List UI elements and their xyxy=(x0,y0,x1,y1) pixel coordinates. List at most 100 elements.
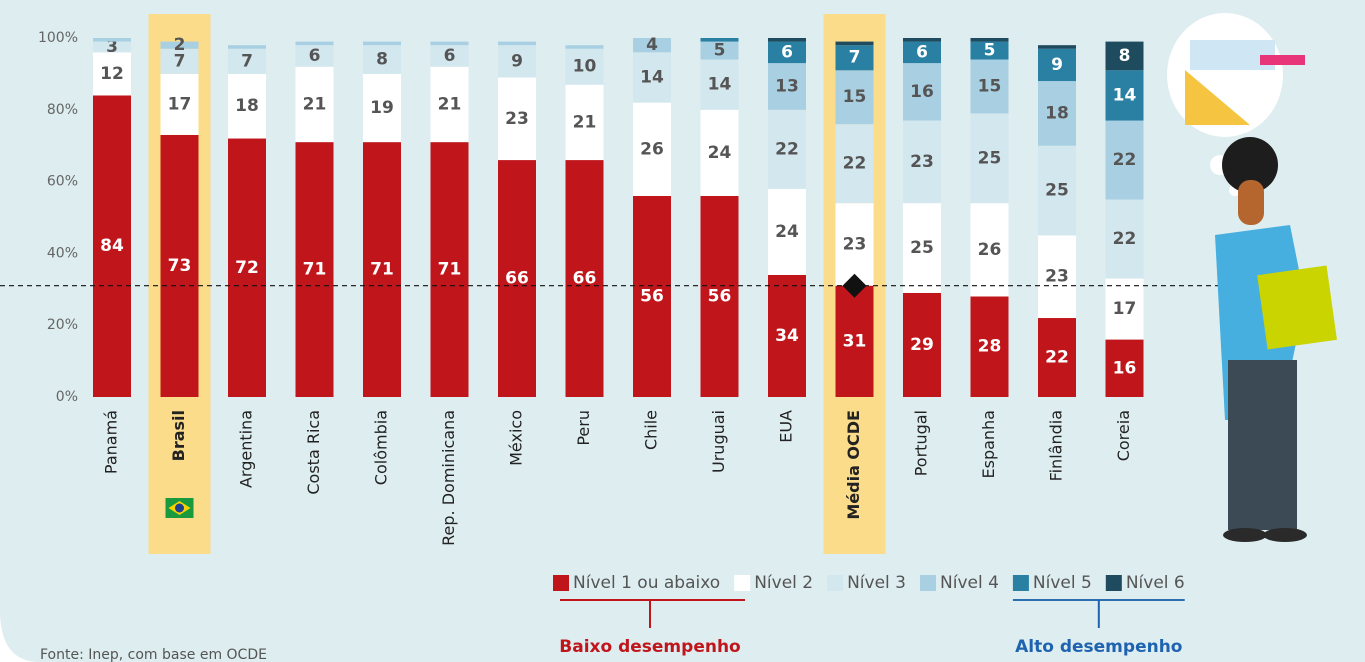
x-tick-label: EUA xyxy=(777,410,796,443)
data-label: 29 xyxy=(910,335,934,355)
bar-segment xyxy=(431,42,469,46)
x-tick-label: Finlândia xyxy=(1047,410,1066,481)
x-tick-label: Brasil xyxy=(169,410,188,461)
data-label: 22 xyxy=(775,139,799,159)
data-label: 21 xyxy=(303,94,327,114)
x-tick-label: Rep. Dominicana xyxy=(439,410,458,546)
data-label: 10 xyxy=(573,57,597,77)
y-tick-label: 80% xyxy=(47,102,78,118)
legend-swatch xyxy=(827,575,843,591)
source-note: Fonte: Inep, com base em OCDE xyxy=(40,647,267,662)
data-label: 5 xyxy=(984,41,996,61)
data-label: 17 xyxy=(1113,299,1137,319)
data-label: 21 xyxy=(573,112,597,132)
data-label: 19 xyxy=(370,98,394,118)
legend-swatch xyxy=(1013,575,1029,591)
data-label: 18 xyxy=(1045,103,1069,123)
data-label: 23 xyxy=(1045,267,1069,287)
x-tick-label: Colômbia xyxy=(372,410,391,485)
bar-segment xyxy=(768,38,806,42)
data-label: 15 xyxy=(978,76,1002,96)
data-label: 6 xyxy=(444,46,456,66)
flag xyxy=(175,504,184,513)
x-tick-label: Peru xyxy=(574,410,593,446)
legend-label: Nível 1 ou abaixo xyxy=(573,573,720,593)
data-label: 24 xyxy=(708,143,732,163)
legend-label: Nível 3 xyxy=(847,573,906,593)
data-label: 23 xyxy=(843,234,867,254)
legend-swatch xyxy=(1106,575,1122,591)
legend-swatch xyxy=(920,575,936,591)
data-label: 8 xyxy=(1119,46,1131,66)
x-tick-label: Portugal xyxy=(912,410,931,476)
data-label: 31 xyxy=(843,331,867,351)
bar-segment xyxy=(903,38,941,42)
x-tick-label: México xyxy=(507,410,526,466)
data-label: 22 xyxy=(1045,348,1069,368)
data-label: 56 xyxy=(708,286,732,306)
data-label: 56 xyxy=(640,286,664,306)
data-label: 5 xyxy=(714,41,726,61)
x-tick-label: Coreia xyxy=(1114,410,1133,461)
x-tick-label: Panamá xyxy=(102,410,121,474)
data-label: 9 xyxy=(511,51,523,71)
bar-segment xyxy=(701,38,739,42)
data-label: 21 xyxy=(438,94,462,114)
bar-segment xyxy=(971,38,1009,42)
data-label: 2 xyxy=(174,35,186,55)
legend-label: Nível 6 xyxy=(1126,573,1185,593)
data-label: 16 xyxy=(1113,358,1137,378)
data-label: 23 xyxy=(505,109,529,129)
data-label: 24 xyxy=(775,222,799,242)
data-label: 14 xyxy=(708,75,732,95)
data-label: 6 xyxy=(916,42,928,62)
data-label: 73 xyxy=(168,256,192,276)
data-label: 34 xyxy=(775,326,799,346)
bar-segment xyxy=(296,42,334,46)
data-label: 6 xyxy=(781,42,793,62)
data-label: 12 xyxy=(100,64,124,84)
x-tick-label: Chile xyxy=(642,410,661,450)
legend-swatch xyxy=(553,575,569,591)
data-label: 7 xyxy=(849,48,861,68)
data-label: 15 xyxy=(843,87,867,107)
group-label: Baixo desempenho xyxy=(559,637,740,657)
data-label: 4 xyxy=(646,35,658,55)
data-label: 25 xyxy=(910,238,934,258)
data-label: 71 xyxy=(438,260,462,280)
y-tick-label: 60% xyxy=(47,174,78,190)
x-tick-label: Média OCDE xyxy=(844,410,863,520)
y-tick-label: 100% xyxy=(38,30,78,46)
legend-label: Nível 5 xyxy=(1033,573,1092,593)
legend-swatch xyxy=(734,575,750,591)
x-tick-label: Argentina xyxy=(237,410,256,488)
bar-segment xyxy=(363,42,401,46)
y-tick-label: 40% xyxy=(47,245,78,261)
x-tick-label: Espanha xyxy=(979,410,998,479)
bar-segment xyxy=(498,42,536,46)
data-label: 18 xyxy=(235,96,259,116)
data-label: 17 xyxy=(168,94,192,114)
data-label: 8 xyxy=(376,50,388,70)
data-label: 14 xyxy=(640,67,664,87)
bar-segment xyxy=(566,45,604,49)
data-label: 26 xyxy=(978,240,1002,260)
bar-segment xyxy=(1038,45,1076,49)
data-label: 84 xyxy=(100,236,124,256)
data-label: 25 xyxy=(978,148,1002,168)
data-label: 25 xyxy=(1045,181,1069,201)
y-tick-label: 0% xyxy=(56,389,78,405)
legend-label: Nível 4 xyxy=(940,573,999,593)
chart: Fonte: Inep, com base em OCDE 0% 20% 40% 60… xyxy=(0,0,1365,662)
data-label: 28 xyxy=(978,337,1002,357)
y-tick-label: 20% xyxy=(47,317,78,333)
data-label: 71 xyxy=(303,260,327,280)
data-label: 9 xyxy=(1051,55,1063,75)
data-label: 16 xyxy=(910,82,934,102)
bar-segment xyxy=(93,38,131,42)
data-label: 7 xyxy=(241,51,253,71)
data-label: 14 xyxy=(1113,85,1137,105)
data-label: 22 xyxy=(1113,229,1137,249)
legend-label: Nível 2 xyxy=(754,573,813,593)
data-label: 72 xyxy=(235,258,259,278)
